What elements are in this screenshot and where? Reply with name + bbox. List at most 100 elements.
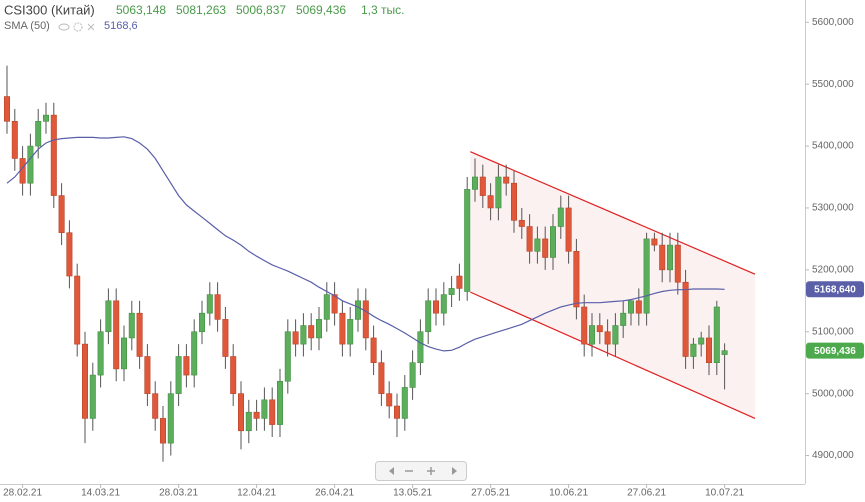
x-tick-label: 12.04.21 — [237, 488, 276, 499]
candle-body — [362, 300, 369, 339]
candle-body — [74, 275, 81, 345]
candle-body — [674, 244, 681, 283]
sma-value: 5168,6 — [104, 20, 138, 32]
candle-body — [199, 312, 206, 333]
candle-body — [456, 275, 463, 289]
scroll-frame — [375, 461, 467, 481]
candle-body — [573, 250, 580, 308]
candle-body — [308, 325, 315, 339]
y-tick-label: 5000,000 — [812, 388, 854, 399]
candle-body — [82, 343, 89, 419]
scroll-right[interactable] — [452, 467, 457, 475]
candle-body — [721, 350, 728, 355]
candle-body — [183, 356, 190, 376]
candle-body — [105, 300, 112, 333]
y-tick-label: 5600,000 — [812, 17, 854, 28]
high-label: 5081,263 — [176, 3, 226, 17]
candle-body — [565, 207, 572, 252]
candle-body — [698, 337, 705, 345]
scroll-left[interactable] — [389, 467, 394, 475]
candle-body — [440, 294, 447, 314]
candle-body — [27, 145, 34, 184]
candle-body — [11, 121, 18, 159]
candle-body — [393, 405, 400, 419]
close-label: 5069,436 — [296, 3, 346, 17]
close-badge — [806, 342, 864, 359]
sma-line — [6, 136, 725, 352]
candle-body — [269, 399, 276, 425]
candle-body — [503, 176, 510, 184]
candle-body — [230, 356, 237, 394]
zoom-in[interactable] — [427, 467, 435, 475]
candle-body — [464, 189, 471, 292]
chart-title: CSI300 (Китай) — [4, 2, 95, 17]
candle-body — [705, 337, 712, 363]
close-badge-label: 5069,436 — [814, 346, 856, 357]
candle-body — [471, 176, 478, 190]
candle-body — [620, 312, 627, 326]
candle-body — [284, 331, 291, 382]
candle-body — [354, 300, 361, 320]
candle-body — [42, 114, 49, 122]
eye-icon[interactable] — [58, 23, 70, 31]
candle-body — [627, 300, 634, 314]
x-tick-label: 27.06.21 — [627, 488, 666, 499]
x-tick-label: 28.02.21 — [3, 488, 42, 499]
candle-body — [651, 238, 658, 246]
candle-body — [557, 207, 564, 227]
candle-body — [128, 312, 135, 339]
candle-body — [534, 238, 541, 252]
legend-icons[interactable] — [58, 22, 95, 32]
candle-body — [97, 331, 104, 376]
candle-body — [432, 300, 439, 314]
candle-body — [121, 337, 128, 370]
candle-body — [425, 300, 432, 333]
y-tick-label: 4900,000 — [812, 450, 854, 461]
x-tick-label: 13.05.21 — [393, 488, 432, 499]
candle-body — [206, 294, 213, 314]
candle-body — [175, 356, 182, 394]
candle-body — [409, 362, 416, 388]
scroll-control[interactable] — [375, 461, 467, 481]
candle-body — [518, 220, 525, 227]
candle-body — [612, 325, 619, 345]
candle-body — [479, 176, 486, 196]
candle-body — [682, 281, 689, 357]
candle-body — [690, 343, 697, 357]
candle-body — [245, 411, 252, 432]
candle-body — [643, 238, 650, 314]
candle-body — [526, 226, 533, 252]
sma-badge — [806, 281, 864, 298]
candle-body — [510, 182, 517, 221]
candle-body — [347, 319, 354, 345]
candle-body — [588, 325, 595, 345]
x-tick-label: 28.03.21 — [159, 488, 198, 499]
candle-body — [300, 325, 307, 345]
candle-body — [160, 418, 167, 444]
x-tick-label: 14.03.21 — [81, 488, 120, 499]
y-tick-label: 5100,000 — [812, 326, 854, 337]
candle-body — [417, 331, 424, 363]
candle-body — [581, 306, 588, 345]
candle-body — [276, 380, 283, 425]
settings-icon[interactable] — [73, 22, 83, 32]
candle-body — [315, 319, 322, 339]
x-tick-label: 10.07.21 — [705, 488, 744, 499]
candle-body — [238, 393, 245, 432]
candle-body — [666, 244, 673, 271]
channel-line — [470, 151, 756, 275]
candle-body — [659, 244, 666, 271]
candle-body — [191, 331, 198, 376]
candle-body — [136, 312, 143, 357]
candle-body — [331, 294, 338, 314]
y-tick-label: 5500,000 — [812, 79, 854, 90]
candle-body — [386, 393, 393, 407]
close-icon[interactable] — [87, 23, 95, 31]
channel-line — [470, 291, 756, 419]
open-label: 5063,148 — [116, 3, 166, 17]
sma-badge-label: 5168,640 — [814, 284, 856, 295]
candle-body — [35, 121, 42, 147]
candle-body — [144, 356, 151, 394]
candle-body — [448, 288, 455, 295]
